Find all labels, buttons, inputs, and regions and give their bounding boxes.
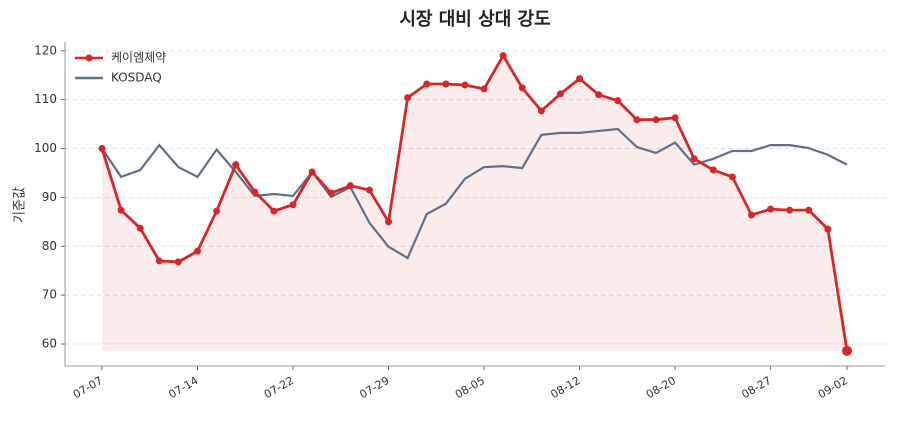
point: [480, 85, 488, 93]
point: [327, 189, 335, 197]
y-tick-label: 80: [42, 239, 57, 253]
x-tick-label: 07-29: [357, 374, 391, 401]
y-tick-label: 110: [34, 92, 57, 106]
point: [595, 91, 603, 99]
point: [842, 345, 852, 356]
point: [308, 168, 316, 176]
y-tick-label: 70: [42, 288, 57, 302]
x-tick-label: 08-05: [453, 374, 487, 401]
point: [461, 81, 469, 89]
point: [346, 182, 354, 190]
point: [537, 107, 545, 115]
point: [442, 80, 450, 88]
point: [499, 52, 507, 60]
point: [365, 186, 373, 194]
series-line: [100, 52, 849, 352]
point: [671, 114, 679, 122]
x-tick-label: 07-14: [166, 374, 200, 401]
point: [518, 84, 526, 92]
y-axis-label: 기준값: [13, 187, 28, 223]
point: [709, 166, 717, 174]
point: [423, 80, 431, 88]
point: [251, 188, 259, 196]
point: [194, 247, 202, 255]
x-tick-label: 08-27: [739, 374, 773, 401]
point: [747, 211, 755, 219]
point: [805, 206, 813, 214]
point: [270, 207, 278, 215]
point: [652, 116, 660, 124]
point: [174, 258, 182, 266]
point: [824, 225, 832, 233]
point: [614, 97, 622, 105]
point: [404, 94, 412, 102]
point: [385, 218, 393, 226]
y-tick-label: 100: [34, 141, 57, 155]
x-tick-label: 08-12: [548, 374, 582, 401]
point: [556, 90, 564, 98]
point: [633, 116, 641, 124]
x-tick-label: 09-02: [816, 374, 850, 401]
point: [767, 205, 775, 213]
chart-title: 시장 대비 상대 강도: [399, 9, 550, 30]
x-tick-label: 07-07: [71, 374, 105, 401]
legend-label: 케이엠제약: [111, 50, 166, 65]
legend-label: KOSDAQ: [111, 71, 162, 85]
y-tick-label: 60: [42, 337, 57, 351]
point: [728, 173, 736, 181]
point: [690, 155, 698, 163]
area-fill: [102, 55, 847, 351]
x-tick-label: 08-20: [644, 374, 678, 401]
legend-marker: [85, 54, 93, 62]
point: [232, 161, 240, 169]
point: [117, 206, 125, 214]
point: [289, 201, 297, 209]
point: [786, 206, 794, 214]
point: [213, 207, 221, 215]
point: [98, 145, 106, 153]
y-tick-label: 120: [34, 43, 57, 57]
y-tick-label: 90: [42, 190, 57, 204]
point: [155, 257, 163, 265]
series-line: [101, 127, 848, 260]
point: [136, 224, 144, 232]
x-tick-label: 07-22: [262, 374, 296, 401]
point: [576, 75, 584, 83]
